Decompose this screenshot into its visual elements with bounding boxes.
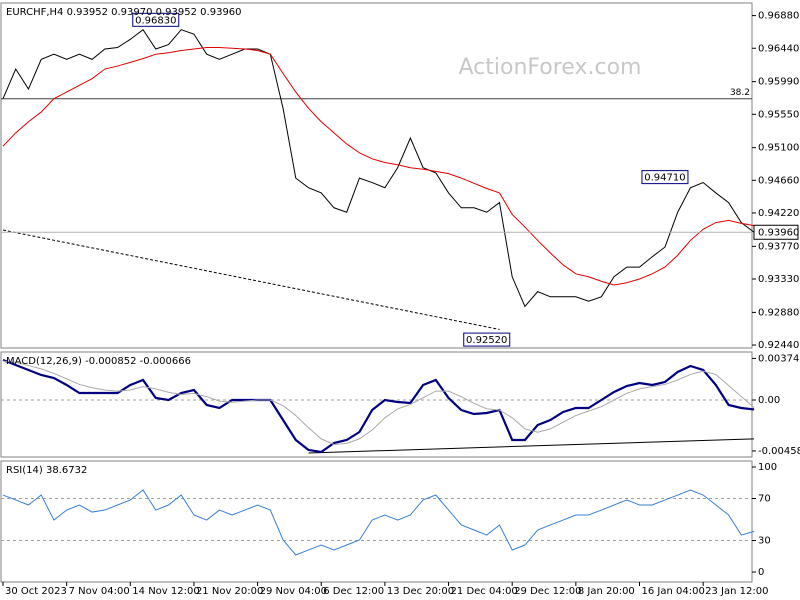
price-callout (463, 332, 511, 347)
panel-frame (0, 2, 753, 349)
y-tick-label: 0.93770 (758, 241, 799, 252)
panel-frame (0, 460, 753, 583)
y-tick-label: 0.94220 (758, 208, 799, 219)
x-tick-label: 21 Nov 20:00 (196, 586, 263, 597)
fib-label: 38.2 (730, 88, 750, 98)
x-tick-label: 6 Dec 12:00 (323, 586, 384, 597)
y-tick-label: 0.95550 (758, 109, 799, 120)
y-tick-label: 0.96880 (758, 11, 799, 22)
trendline (308, 438, 755, 454)
y-tick-label: 0.93330 (758, 274, 799, 285)
panel-frame (0, 351, 753, 458)
x-tick-label: 16 Jan 04:00 (642, 586, 705, 597)
x-tick-label: 7 Nov 04:00 (69, 586, 130, 597)
x-tick-label: 29 Dec 12:00 (514, 586, 581, 597)
y-tick-label: 0.96440 (758, 43, 799, 54)
x-tick-label: 23 Jan 12:00 (705, 586, 768, 597)
y-tick-label: 0.00 (758, 395, 780, 406)
panel-title: EURCHF,H4 0.93952 0.93970 0.93952 0.9396… (6, 7, 242, 18)
y-tick-label: 70 (758, 493, 771, 504)
y-tick-label: 0.95990 (758, 77, 799, 88)
x-tick-label: 14 Nov 12:00 (132, 586, 199, 597)
y-tick-label: -0.004585 (758, 446, 800, 457)
panel-title: RSI(14) 38.6732 (6, 465, 87, 476)
y-tick-label: 0.92880 (758, 307, 799, 318)
x-tick-label: 21 Dec 04:00 (451, 586, 518, 597)
x-tick-label: 29 Nov 04:00 (260, 586, 327, 597)
y-tick-label: 100 (758, 462, 777, 473)
series-line (2, 28, 755, 308)
price-callout-label: 0.92520 (466, 335, 507, 346)
y-tick-label: 0.94660 (758, 175, 799, 186)
y-tick-label: 30 (758, 536, 771, 547)
y-tick-label: 0.95100 (758, 143, 799, 154)
y-tick-label: 0.92440 (758, 340, 799, 351)
x-tick-label: 8 Jan 20:00 (578, 586, 635, 597)
panel-title: MACD(12,26,9) -0.000852 -0.000666 (6, 356, 191, 367)
price-callout-label: 0.96830 (135, 15, 176, 26)
watermark: ActionForex.com (459, 55, 642, 80)
current-price-label: 0.93960 (758, 227, 799, 238)
series-line (2, 358, 755, 454)
trendline (2, 229, 500, 330)
y-tick-label: 0 (758, 567, 764, 578)
x-tick-label: 13 Dec 20:00 (387, 586, 454, 597)
x-tick-label: 30 Oct 2023 (5, 586, 67, 597)
series-line (2, 360, 755, 445)
series-line (2, 47, 755, 286)
price-callout (641, 170, 689, 185)
series-line (2, 489, 755, 556)
price-callout (132, 12, 180, 27)
current-price-box (753, 224, 799, 240)
price-callout-label: 0.94710 (644, 173, 685, 184)
y-tick-label: 0.003743 (758, 353, 800, 364)
